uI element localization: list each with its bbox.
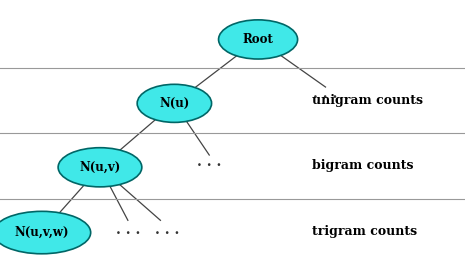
Text: bigram counts: bigram counts (312, 159, 413, 172)
Text: N(u): N(u) (159, 97, 190, 110)
Text: unigram counts: unigram counts (312, 94, 423, 107)
Text: . . .: . . . (313, 87, 338, 101)
Ellipse shape (0, 211, 91, 254)
Text: N(u,v): N(u,v) (80, 161, 120, 174)
Text: . . .: . . . (197, 155, 221, 169)
Ellipse shape (137, 84, 212, 122)
Text: . . .: . . . (116, 223, 140, 237)
Text: trigram counts: trigram counts (312, 225, 417, 238)
Ellipse shape (58, 148, 142, 187)
Text: . . .: . . . (155, 223, 179, 237)
Text: Root: Root (243, 33, 273, 46)
Text: N(u,v,w): N(u,v,w) (14, 226, 69, 239)
Ellipse shape (219, 20, 298, 59)
